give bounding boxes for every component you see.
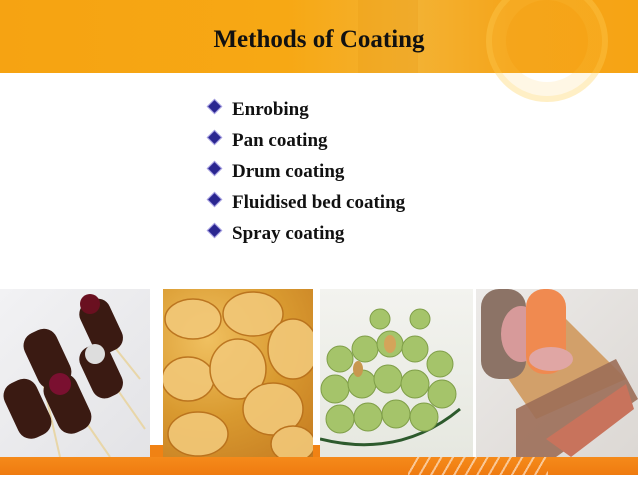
title-banner — [0, 0, 638, 102]
decorative-hatching — [408, 457, 548, 475]
bottom-orange-strip — [0, 457, 638, 475]
list-item: Fluidised bed coating — [205, 187, 405, 218]
diamond-bullet-icon — [206, 160, 223, 177]
list-item: Drum coating — [205, 156, 405, 187]
chocolate-coated-sticks-image — [0, 289, 150, 457]
bullet-list: Enrobing Pan coating Drum coating Fluidi… — [205, 94, 405, 249]
bullet-text: Pan coating — [232, 129, 328, 151]
sausages-in-casing-image — [476, 289, 638, 457]
list-item: Pan coating — [205, 125, 405, 156]
diamond-bullet-icon — [206, 129, 223, 146]
bullet-text: Fluidised bed coating — [232, 191, 406, 213]
list-item: Enrobing — [205, 94, 405, 125]
diamond-bullet-icon — [206, 222, 223, 239]
decorative-swirl — [486, 0, 608, 102]
coated-green-peas-image — [320, 289, 473, 457]
coated-chips-image — [163, 289, 313, 457]
bullet-text: Spray coating — [232, 222, 345, 244]
bullet-text: Drum coating — [232, 160, 345, 182]
decorative-shape — [358, 0, 418, 73]
bullet-text: Enrobing — [232, 98, 309, 120]
diamond-bullet-icon — [206, 191, 223, 208]
slide-title: Methods of Coating — [213, 26, 425, 53]
diamond-bullet-icon — [206, 98, 223, 115]
list-item: Spray coating — [205, 218, 405, 249]
